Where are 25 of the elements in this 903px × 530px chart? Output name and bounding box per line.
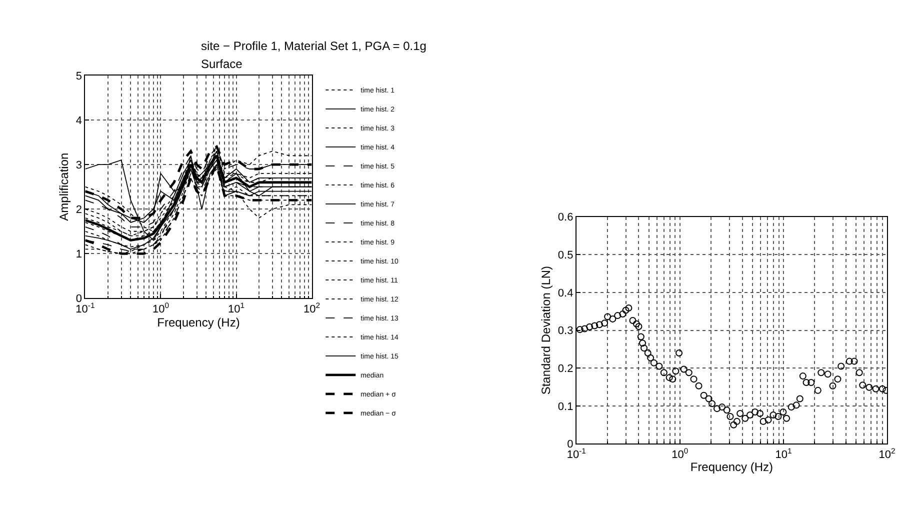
y-tick-label: 0.2 xyxy=(558,362,574,375)
y-tick-label: 0.6 xyxy=(558,212,574,224)
x-axis-title: Frequency (Hz) xyxy=(157,315,240,330)
y-axis-title: Standard Deviation (LN) xyxy=(539,266,554,395)
y-tick-label: 0.4 xyxy=(558,287,574,300)
y-tick-label: 0.1 xyxy=(558,400,574,413)
x-tick-label: 10$^{1}$ xyxy=(775,446,792,461)
y-tick-label: 2 xyxy=(76,204,82,216)
x-tick-label: 10$^{0}$ xyxy=(672,446,688,461)
y-tick-label: 4 xyxy=(76,114,82,127)
x-tick-label: 10$^{2}$ xyxy=(304,300,320,316)
y-tick-label: 3 xyxy=(76,159,82,172)
chart-title: site − Profile 1, Material Set 1, PGA = 0.1g xyxy=(201,39,426,53)
y-tick-label: 5 xyxy=(76,70,82,82)
y-tick-label: 0 xyxy=(567,438,574,451)
x-axis-title: Frequency (Hz) xyxy=(690,460,774,474)
y-tick-label: 0.3 xyxy=(558,325,574,338)
y-tick-label: 1 xyxy=(76,248,82,260)
x-tick-label: 10$^{1}$ xyxy=(228,300,245,316)
chart-subtitle: Surface xyxy=(201,57,243,71)
y-tick-label: 0.5 xyxy=(558,250,574,262)
x-tick-label: 10$^{2}$ xyxy=(878,446,896,461)
x-tick-label: 10$^{0}$ xyxy=(152,300,170,316)
y-tick-label: 0 xyxy=(76,293,82,306)
y-axis-title: Amplification xyxy=(57,152,72,221)
